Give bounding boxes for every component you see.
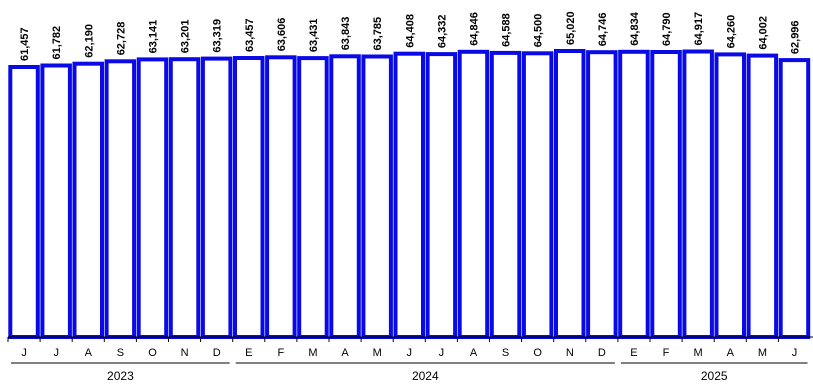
data-label: 64,834	[629, 11, 641, 46]
bar	[233, 56, 265, 339]
bar	[746, 53, 779, 339]
data-label: 63,785	[372, 17, 384, 51]
bar	[8, 65, 40, 339]
data-label: 62,190	[83, 24, 95, 58]
bar	[361, 54, 393, 339]
bar	[265, 55, 297, 340]
month-tick-label: A	[341, 347, 349, 359]
bar	[682, 49, 714, 339]
month-tick-label: N	[566, 347, 574, 359]
month-tick-label: N	[181, 347, 189, 359]
month-tick-label: F	[663, 347, 670, 359]
value-labels-group: 61,457 61,782 62,190 62,728 63,141 63,201 63,3…	[19, 11, 801, 61]
bar	[168, 57, 201, 339]
data-label: 64,002	[757, 16, 769, 50]
month-tick-label: D	[213, 347, 221, 359]
data-label: 63,431	[308, 18, 320, 52]
bar	[297, 56, 329, 339]
data-label: 64,746	[597, 13, 609, 47]
month-tick-label: J	[792, 347, 798, 359]
bar	[393, 51, 425, 339]
data-label: 64,917	[693, 12, 705, 46]
data-label: 63,843	[340, 17, 352, 51]
bar	[136, 57, 169, 340]
month-tick-label: M	[308, 347, 317, 359]
year-label: 2025	[701, 369, 728, 383]
bars-group	[8, 49, 811, 340]
data-label: 63,319	[212, 19, 224, 53]
month-tick-label: A	[727, 347, 735, 359]
data-label: 64,408	[404, 14, 416, 48]
month-tick-label: S	[117, 347, 124, 359]
month-tick-label: A	[85, 347, 93, 359]
data-label: 64,260	[725, 15, 737, 49]
year-label: 2023	[107, 369, 134, 383]
month-tick-label: M	[694, 347, 703, 359]
year-label: 2024	[412, 369, 439, 383]
month-tick-label: E	[630, 347, 637, 359]
bar	[714, 52, 746, 340]
bar	[425, 52, 458, 339]
month-tick-label: J	[21, 347, 27, 359]
data-label: 62,996	[790, 20, 802, 54]
month-tick-label: J	[439, 347, 445, 359]
data-label: 64,588	[501, 13, 513, 47]
data-label: 61,782	[51, 26, 63, 60]
month-tick-label: J	[407, 347, 413, 359]
month-tick-label: M	[758, 347, 767, 359]
data-label: 64,332	[436, 14, 448, 48]
bar	[521, 51, 554, 340]
month-tick-label: J	[53, 347, 59, 359]
month-tick-label: F	[278, 347, 285, 359]
month-tick-label: D	[598, 347, 606, 359]
data-label: 64,500	[533, 14, 545, 48]
data-label: 63,141	[148, 20, 160, 54]
data-label: 61,457	[19, 27, 31, 61]
data-label: 63,201	[180, 20, 192, 54]
bar	[586, 50, 618, 339]
data-label: 64,790	[661, 12, 673, 46]
bar	[650, 50, 682, 339]
bar	[778, 58, 811, 339]
month-tick-label: A	[470, 347, 478, 359]
bar	[489, 50, 522, 340]
bar	[457, 49, 490, 340]
bar	[200, 56, 233, 339]
bar	[72, 61, 104, 339]
bar	[618, 49, 650, 340]
data-label: 65,020	[565, 11, 577, 45]
data-label: 62,728	[115, 22, 127, 56]
month-tick-label: O	[148, 347, 157, 359]
month-tick-label: M	[373, 347, 382, 359]
month-tick-label: O	[533, 347, 542, 359]
month-tick-label: E	[245, 347, 252, 359]
bar	[554, 49, 586, 339]
data-label: 64,846	[469, 12, 481, 46]
year-groups: 2023 2024 2025	[11, 362, 808, 383]
month-ticks-group	[7, 337, 779, 342]
data-label: 63,457	[244, 18, 256, 52]
month-tick-label: S	[502, 347, 509, 359]
bar	[40, 63, 72, 339]
bar	[104, 59, 137, 340]
bar	[329, 54, 361, 340]
data-label: 63,606	[276, 18, 288, 52]
